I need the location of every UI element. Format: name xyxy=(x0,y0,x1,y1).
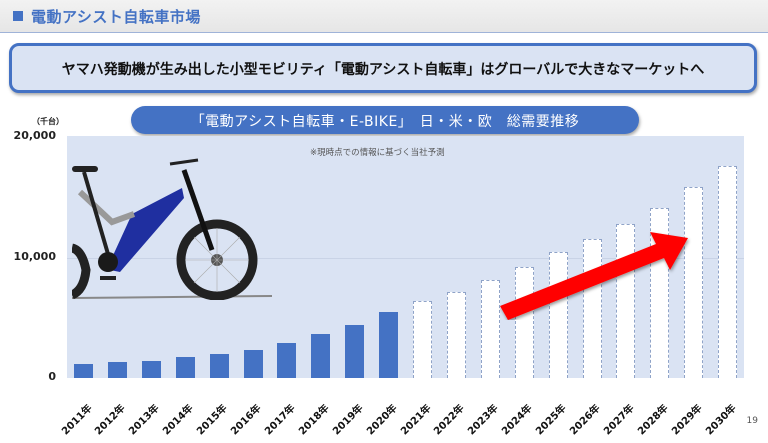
bar-2022年 xyxy=(446,292,466,378)
bar-2015年 xyxy=(209,354,229,378)
gridline-10000 xyxy=(67,258,744,259)
chart-title: 「電動アシスト自転車・E-BIKE」 日・米・欧 総需要推移 xyxy=(190,114,580,130)
bar-2019年 xyxy=(345,325,365,378)
headline-text: ヤマハ発動機が生み出した小型モビリティ「電動アシスト自転車」はグローバルで大きな… xyxy=(61,62,705,78)
y-tick-10000: 10,000 xyxy=(13,250,56,263)
bar-2016年 xyxy=(243,350,263,378)
bar-2023年 xyxy=(480,280,500,378)
x-tick-label: 2015年 xyxy=(195,402,230,438)
bar-2020年 xyxy=(379,312,399,378)
header-bar: 電動アシスト自転車市場 xyxy=(0,0,768,33)
x-tick-label: 2014年 xyxy=(161,402,196,438)
x-tick-label: 2026年 xyxy=(568,402,603,438)
bar-2021年 xyxy=(413,301,432,378)
x-tick-label: 2013年 xyxy=(127,402,162,438)
x-tick-label: 2024年 xyxy=(500,402,535,438)
bar-2014年 xyxy=(175,357,195,378)
bar-2030年 xyxy=(718,166,738,378)
bar-2011年 xyxy=(74,364,93,378)
bar-2012年 xyxy=(107,362,127,378)
x-tick-label: 2030年 xyxy=(703,402,739,438)
x-tick-label: 2023年 xyxy=(466,402,501,438)
x-tick-label: 2027年 xyxy=(601,402,637,438)
bullet-square-icon xyxy=(13,11,23,21)
x-tick-label: 2029年 xyxy=(669,402,705,438)
headline-banner: ヤマハ発動機が生み出した小型モビリティ「電動アシスト自転車」はグローバルで大きな… xyxy=(9,43,757,93)
bar-2013年 xyxy=(141,361,161,378)
x-tick-label: 2016年 xyxy=(229,402,264,438)
trend-arrow-icon xyxy=(500,232,688,320)
x-tick-label: 2019年 xyxy=(330,402,366,438)
y-tick-0: 0 xyxy=(48,370,56,383)
page-title: 電動アシスト自転車市場 xyxy=(31,8,201,26)
x-tick-label: 2025年 xyxy=(534,402,569,438)
chart-title-pill: 「電動アシスト自転車・E-BIKE」 日・米・欧 総需要推移 xyxy=(131,106,639,134)
bar-2029年 xyxy=(684,187,704,378)
x-tick-label: 2017年 xyxy=(262,402,298,438)
bar-2017年 xyxy=(277,343,297,378)
x-tick-label: 2018年 xyxy=(296,402,332,438)
x-tick-label: 2020年 xyxy=(364,402,400,438)
bar-2018年 xyxy=(311,334,331,378)
forecast-note: ※現時点での情報に基づく当社予測 xyxy=(310,148,445,158)
page-number: 19 xyxy=(746,416,758,426)
ebike-photo xyxy=(72,158,272,300)
y-tick-20000: 20,000 xyxy=(13,129,56,142)
y-axis-unit: （千台） xyxy=(32,117,64,126)
x-tick-label: 2028年 xyxy=(635,402,671,438)
